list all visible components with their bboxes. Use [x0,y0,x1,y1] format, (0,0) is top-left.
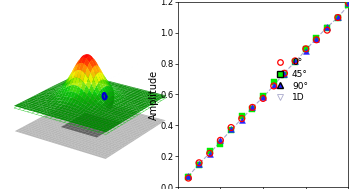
Point [218,140,223,143]
Point [250,106,255,109]
Point [346,4,351,7]
Point [228,127,234,130]
Point [314,38,319,41]
Point [260,96,266,99]
Point [324,25,330,28]
Point [324,29,330,32]
Point [207,152,213,155]
Point [303,50,309,53]
Point [186,176,191,179]
Point [218,138,223,141]
Point [228,128,234,131]
Y-axis label: Amplitude: Amplitude [149,69,159,120]
Point [292,60,298,63]
Point [207,149,213,152]
Point [250,106,255,109]
Point [271,84,277,88]
Point [271,83,277,86]
Point [282,73,287,76]
Point [186,175,191,178]
Point [260,97,266,100]
Point [196,163,202,166]
Point [314,37,319,40]
Point [186,175,191,178]
Point [228,126,234,129]
Point [314,37,319,40]
Point [292,59,298,62]
Point [335,16,341,19]
Point [260,94,266,97]
Point [207,152,213,155]
Point [303,49,309,52]
Point [282,72,287,75]
Legend: 0°, 45°, 90°, 1D: 0°, 45°, 90°, 1D [268,55,312,106]
Point [239,117,245,120]
Point [239,118,245,121]
Point [218,143,223,146]
Point [282,71,287,74]
Point [250,105,255,108]
Point [239,117,245,120]
Point [303,48,309,51]
Point [292,60,298,63]
Point [324,26,330,29]
Point [186,177,191,180]
Point [314,38,319,41]
Point [196,161,202,164]
Point [250,107,255,110]
Point [335,15,341,18]
Point [303,47,309,50]
Point [196,162,202,165]
Point [346,1,351,4]
Point [260,96,266,99]
Point [335,16,341,19]
Point [324,26,330,29]
Point [218,139,223,142]
Point [282,74,287,77]
Point [228,128,234,131]
Point [207,152,213,155]
Point [271,84,277,87]
Point [346,1,351,4]
Point [239,115,245,118]
Point [196,163,202,166]
Point [335,16,341,19]
Point [271,81,277,84]
Point [292,60,298,63]
Point [346,4,351,7]
